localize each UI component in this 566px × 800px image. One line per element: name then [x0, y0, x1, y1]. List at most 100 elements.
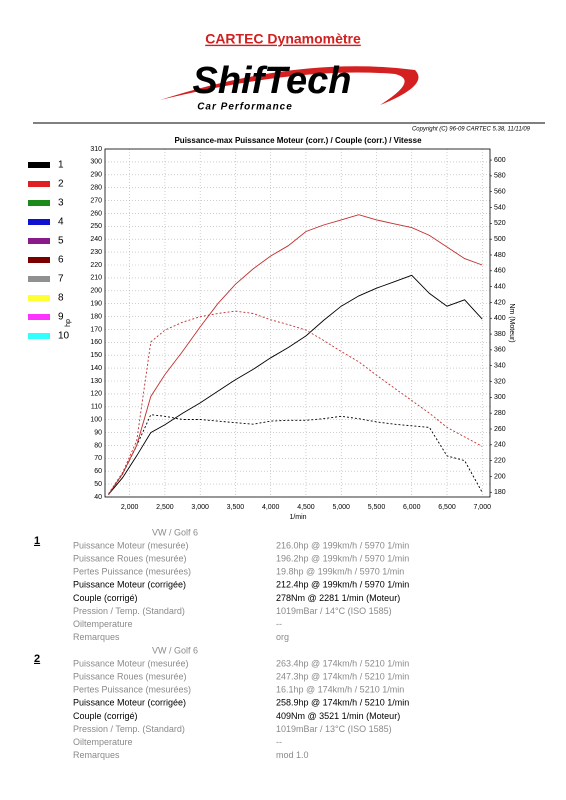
y-tick-label: 70 [94, 455, 102, 462]
series-line [108, 310, 483, 495]
report-label: Puissance Moteur (corrigée) [73, 698, 186, 708]
x-tick-label: 4,000 [262, 504, 280, 511]
legend-swatch [28, 200, 50, 206]
report-value: 409Nm @ 3521 1/min (Moteur) [276, 711, 400, 721]
y2-tick-label: 180 [494, 489, 506, 496]
report-label: Couple (corrigé) [73, 711, 138, 721]
y-tick-label: 150 [90, 352, 102, 359]
report-value: mod 1.0 [276, 750, 309, 760]
plot-frame [104, 148, 491, 498]
report-value: -- [276, 619, 282, 629]
legend-label: 4 [58, 217, 64, 228]
x-tick-label: 6,000 [403, 504, 421, 511]
y2-tick-label: 480 [494, 252, 506, 259]
chart-title: Puissance-max Puissance Moteur (corr.) /… [174, 136, 422, 145]
y2-tick-label: 520 [494, 220, 506, 227]
y-tick-label: 90 [94, 429, 102, 436]
y-tick-label: 260 [90, 210, 102, 217]
report-value: 19.8hp @ 199km/h / 5970 1/min [276, 567, 404, 577]
report-label: Puissance Moteur (corrigée) [73, 580, 186, 590]
y-tick-label: 130 [90, 378, 102, 385]
series-line [108, 214, 483, 495]
legend-swatch [28, 333, 50, 339]
legend-swatch [28, 219, 50, 225]
y2-tick-label: 200 [494, 473, 506, 480]
y2-tick-label: 440 [494, 283, 506, 290]
y2-tick-label: 360 [494, 347, 506, 354]
legend-label: 3 [58, 198, 64, 209]
report-value: 1019mBar / 13°C (ISO 1585) [276, 724, 392, 734]
logo: ShifTech [192, 60, 351, 102]
y-tick-label: 210 [90, 275, 102, 282]
y-tick-label: 80 [94, 442, 102, 449]
report-value: 196.2hp @ 199km/h / 5970 1/min [276, 553, 409, 563]
report-label: Oiltemperature [73, 737, 133, 747]
y2-tick-label: 300 [494, 394, 506, 401]
y-tick-label: 200 [90, 288, 102, 295]
report-label: Puissance Roues (mesurée) [73, 671, 187, 681]
report-value: 212.4hp @ 199km/h / 5970 1/min [276, 580, 409, 590]
report-label: Puissance Roues (mesurée) [73, 553, 187, 563]
y-tick-label: 190 [90, 301, 102, 308]
y2-tick-label: 320 [494, 378, 506, 385]
y2-tick-label: 340 [494, 363, 506, 370]
y2-axis-label: Nm (Moteur) [508, 303, 515, 342]
report-value: 1019mBar / 14°C (ISO 1585) [276, 606, 392, 616]
y2-tick-label: 560 [494, 189, 506, 196]
y-tick-label: 50 [94, 481, 102, 488]
report-value: 216.0hp @ 199km/h / 5970 1/min [276, 540, 409, 550]
logo-swoosh [160, 66, 419, 105]
copyright: Copyright (C) 96-09 CARTEC 5.38, 11/11/0… [412, 127, 531, 133]
legend-label: 1 [58, 160, 64, 171]
report-label: Remarques [73, 750, 120, 760]
report-label: Pertes Puissance (mesurées) [73, 567, 191, 577]
report-value: 16.1hp @ 174km/h / 5210 1/min [276, 685, 404, 695]
legend-label: 2 [58, 179, 64, 190]
report-label: Puissance Moteur (mesurée) [73, 540, 189, 550]
report-value: -- [276, 737, 282, 747]
y2-tick-label: 420 [494, 299, 506, 306]
report-value: 247.3hp @ 174km/h / 5210 1/min [276, 671, 409, 681]
report-label: Oiltemperature [73, 619, 133, 629]
report-value: 263.4hp @ 174km/h / 5210 1/min [276, 658, 409, 668]
legend-swatch [28, 238, 50, 244]
y-tick-label: 310 [90, 146, 102, 153]
y2-tick-label: 540 [494, 204, 506, 211]
y-tick-label: 180 [90, 313, 102, 320]
x-tick-label: 7,000 [473, 504, 491, 511]
y-tick-label: 40 [94, 494, 102, 501]
series-line [108, 414, 483, 495]
legend-label: 7 [58, 274, 64, 285]
y-tick-label: 290 [90, 172, 102, 179]
y-tick-label: 280 [90, 185, 102, 192]
legend-label: 9 [58, 312, 64, 323]
y2-tick-label: 240 [494, 442, 506, 449]
legend-swatch [28, 257, 50, 263]
report-vehicle: VW / Golf 6 [152, 527, 198, 537]
logo-tagline: Car Performance [197, 102, 293, 113]
report-label: Puissance Moteur (mesurée) [73, 658, 189, 668]
legend-label: 5 [58, 236, 64, 247]
legend-swatch [28, 314, 50, 320]
report-value: org [276, 632, 289, 642]
y-tick-label: 250 [90, 223, 102, 230]
x-tick-label: 6,500 [438, 504, 456, 511]
report-label: Pression / Temp. (Standard) [73, 724, 185, 734]
x-tick-label: 2,000 [121, 504, 139, 511]
y2-tick-label: 500 [494, 236, 506, 243]
x-tick-label: 5,500 [368, 504, 386, 511]
report-title: CARTEC Dynamomètre [205, 31, 361, 47]
report-number: 1 [34, 535, 40, 547]
legend-swatch [28, 181, 50, 187]
legend-swatch [28, 295, 50, 301]
report-label: Couple (corrigé) [73, 593, 138, 603]
y-tick-label: 300 [90, 159, 102, 166]
x-tick-label: 4,500 [297, 504, 315, 511]
y2-tick-label: 460 [494, 268, 506, 275]
y-tick-label: 140 [90, 365, 102, 372]
x-tick-label: 3,500 [227, 504, 245, 511]
y2-tick-label: 380 [494, 331, 506, 338]
x-tick-label: 3,000 [191, 504, 209, 511]
report-label: Pression / Temp. (Standard) [73, 606, 185, 616]
report-value: 258.9hp @ 174km/h / 5210 1/min [276, 698, 409, 708]
